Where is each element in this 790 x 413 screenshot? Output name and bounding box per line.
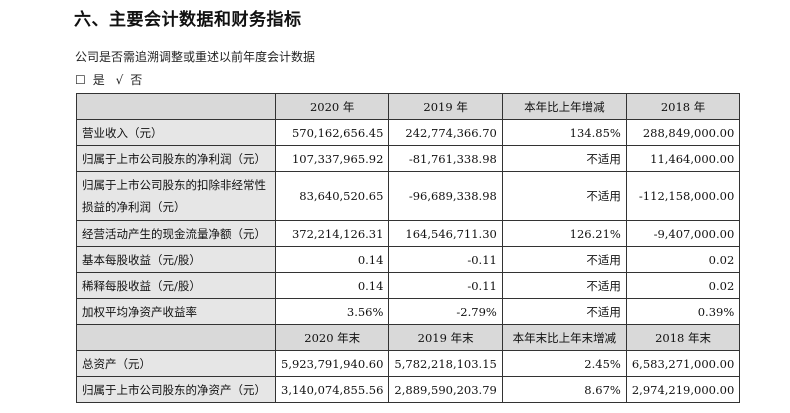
cell-value: 8.67% (501, 376, 627, 403)
column-header: 2018 年末 (625, 324, 741, 351)
cell-value: 2.45% (501, 350, 627, 377)
cell-value: 242,774,366.70 (388, 119, 503, 146)
section-title: 六、主要会计数据和财务指标 (74, 10, 302, 30)
cell-value: 288,849,000.00 (625, 119, 741, 146)
table-row: 归属于上市公司股东的净资产（元） 3,140,074,855.56 2,889,59… (76, 376, 741, 403)
cell-value: 3,140,074,855.56 (274, 376, 390, 403)
cell-value: 0.02 (625, 272, 741, 299)
option-yes-label: 是 (92, 73, 105, 87)
row-label: 归属于上市公司股东的净资产（元） (76, 376, 276, 403)
cell-value: 3.56% (274, 298, 390, 325)
cell-value: -96,689,338.98 (388, 171, 503, 221)
checkmark-no[interactable]: √ (115, 73, 124, 87)
cell-value: 0.39% (625, 298, 741, 325)
cell-value: 2,889,590,203.79 (388, 376, 503, 403)
cell-value: 0.14 (274, 272, 390, 299)
row-label: 归属于上市公司股东的净利润（元） (76, 145, 276, 172)
cell-value: 不适用 (501, 145, 627, 172)
restatement-question: 公司是否需追溯调整或重述以前年度会计数据 (75, 50, 316, 64)
cell-value: 164,546,711.30 (388, 220, 503, 247)
cell-value: 570,162,656.45 (274, 119, 390, 146)
cell-value: 372,214,126.31 (274, 220, 390, 247)
column-header: 本年末比上年末增减 (501, 324, 627, 351)
financial-indicators-table: 2020 年 2019 年本年比上年增减 2018 年营业收入（元） 570,162,… (76, 93, 741, 403)
row-label: 经营活动产生的现金流量净额（元） (76, 220, 276, 247)
column-header: 2019 年 (388, 93, 503, 120)
column-header (76, 324, 276, 351)
restatement-options: ☐ 是 √ 否 (75, 71, 149, 88)
table-row: 营业收入（元） 570,162,656.45 242,774,366.70 134.8… (76, 119, 741, 146)
cell-value: -2.79% (388, 298, 503, 325)
cell-value: -9,407,000.00 (625, 220, 741, 247)
cell-value: 0.14 (274, 246, 390, 273)
row-label: 归属于上市公司股东的扣除非经常性损益的净利润（元） (76, 171, 276, 221)
column-header: 2020 年末 (274, 324, 390, 351)
table-row: 经营活动产生的现金流量净额（元） 372,214,126.31 164,546,71… (76, 220, 741, 247)
cell-value: 6,583,271,000.00 (625, 350, 741, 377)
cell-value: -0.11 (388, 272, 503, 299)
table-row: 总资产（元） 5,923,791,940.60 5,782,218,103.15 2.… (76, 350, 741, 377)
column-header: 本年比上年增减 (501, 93, 627, 120)
table-row: 加权平均净资产收益率 3.56% -2.79% 不适用 0.39% (76, 298, 741, 325)
cell-value: 126.21% (501, 220, 627, 247)
cell-value: 不适用 (501, 171, 627, 221)
checkbox-yes[interactable]: ☐ (75, 73, 86, 87)
cell-value: 2,974,219,000.00 (625, 376, 741, 403)
column-header (76, 93, 276, 120)
cell-value: 11,464,000.00 (625, 145, 741, 172)
column-header: 2019 年末 (388, 324, 503, 351)
cell-value: 107,337,965.92 (274, 145, 390, 172)
column-header: 2020 年 (274, 93, 390, 120)
cell-value: 5,923,791,940.60 (274, 350, 390, 377)
row-label: 总资产（元） (76, 350, 276, 377)
cell-value: 不适用 (501, 272, 627, 299)
cell-value: 83,640,520.65 (274, 171, 390, 221)
cell-value: 0.02 (625, 246, 741, 273)
row-label: 营业收入（元） (76, 119, 276, 146)
header-row: 2020 年 2019 年本年比上年增减 2018 年 (76, 93, 741, 120)
cell-value: 不适用 (501, 246, 627, 273)
cell-value: -81,761,338.98 (388, 145, 503, 172)
option-no-label: 否 (130, 73, 143, 87)
row-label: 加权平均净资产收益率 (76, 298, 276, 325)
table-row: 基本每股收益（元/股） 0.14 -0.11 不适用 0.02 (76, 246, 741, 273)
table-row: 归属于上市公司股东的净利润（元） 107,337,965.92 -81,761,33… (76, 145, 741, 172)
cell-value: 5,782,218,103.15 (388, 350, 503, 377)
cell-value: -112,158,000.00 (625, 171, 741, 221)
row-label: 基本每股收益（元/股） (76, 246, 276, 273)
row-label: 稀释每股收益（元/股） (76, 272, 276, 299)
cell-value: 134.85% (501, 119, 627, 146)
cell-value: 不适用 (501, 298, 627, 325)
table-row: 归属于上市公司股东的扣除非经常性损益的净利润（元） 83,640,520.65 -9… (76, 171, 741, 221)
header-row: 2020 年末 2019 年末 本年末比上年末增减 2018 年末 (76, 324, 741, 351)
cell-value: -0.11 (388, 246, 503, 273)
column-header: 2018 年 (625, 93, 741, 120)
table-row: 稀释每股收益（元/股） 0.14 -0.11 不适用 0.02 (76, 272, 741, 299)
